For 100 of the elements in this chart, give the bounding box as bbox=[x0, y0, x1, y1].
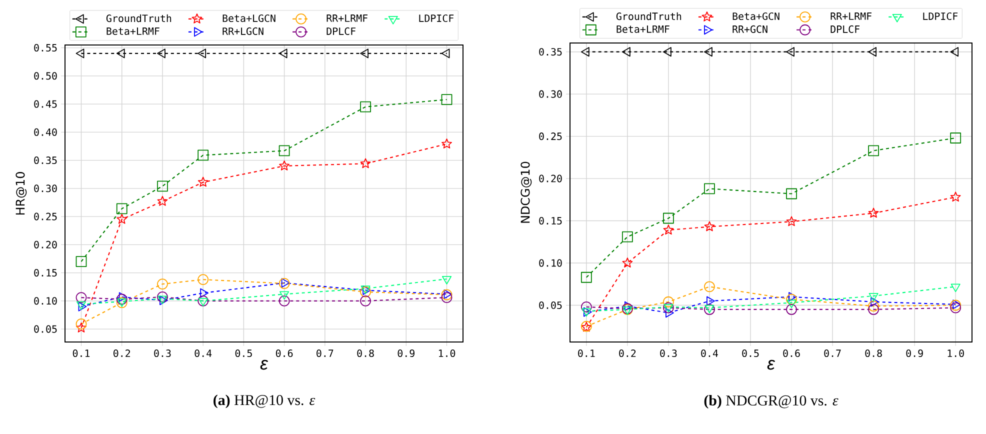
legend-label: Beta+LRMF bbox=[106, 28, 160, 35]
x-tick-label: 0.9 bbox=[398, 349, 414, 358]
point bbox=[441, 94, 452, 105]
point bbox=[76, 322, 86, 332]
point bbox=[580, 272, 592, 283]
point bbox=[868, 47, 876, 57]
y-axis-title: NDCG@10 bbox=[520, 162, 532, 223]
x-tick-label: 0.7 bbox=[824, 349, 841, 358]
point bbox=[704, 47, 712, 57]
point bbox=[786, 300, 796, 308]
y-tick-label: 0.10 bbox=[34, 297, 57, 305]
text: (b) NDCGR@10 vs. ε bbox=[704, 395, 838, 409]
point bbox=[663, 47, 672, 57]
y-tick-label: 0.50 bbox=[34, 72, 57, 80]
point bbox=[868, 293, 878, 302]
x-tick-label: 0.8 bbox=[865, 349, 882, 358]
point bbox=[278, 278, 290, 289]
legend-label: DPLCF bbox=[326, 27, 356, 35]
point bbox=[868, 304, 879, 315]
point bbox=[157, 180, 168, 192]
point bbox=[788, 292, 797, 302]
point bbox=[280, 291, 290, 300]
point bbox=[278, 145, 290, 156]
point bbox=[950, 300, 962, 311]
point bbox=[950, 284, 960, 292]
legend-label: RR+GCN bbox=[732, 25, 768, 33]
point bbox=[786, 216, 797, 226]
point bbox=[441, 292, 452, 303]
y-axis-title: HR@10 bbox=[16, 172, 27, 215]
point bbox=[868, 208, 879, 218]
x-tick-label: 0.2 bbox=[619, 349, 636, 358]
x-tick-label: 0.8 bbox=[357, 349, 374, 358]
point bbox=[200, 288, 209, 298]
point bbox=[198, 295, 209, 306]
y-tick-label: 0.25 bbox=[539, 132, 562, 140]
y-tick-label: 0.40 bbox=[34, 128, 57, 136]
point bbox=[950, 47, 959, 57]
point bbox=[116, 294, 128, 305]
point bbox=[76, 292, 87, 303]
point bbox=[441, 48, 450, 58]
x-tick-label: 0.4 bbox=[701, 349, 718, 358]
legend-label: LDPICF bbox=[419, 14, 454, 22]
y-tick-label: 0.55 bbox=[34, 44, 57, 52]
point bbox=[76, 256, 87, 267]
point bbox=[116, 214, 128, 224]
y-tick-label: 0.30 bbox=[539, 90, 562, 98]
y-tick-label: 0.45 bbox=[34, 100, 57, 108]
point bbox=[622, 258, 633, 268]
point bbox=[281, 278, 290, 288]
point bbox=[950, 132, 962, 144]
y-tick-label: 0.15 bbox=[539, 217, 562, 225]
point bbox=[116, 203, 128, 214]
point bbox=[116, 48, 125, 58]
point bbox=[663, 224, 674, 235]
text: (a) HR@10 vs. ε bbox=[214, 394, 316, 408]
legend-label: Beta+GCN bbox=[732, 12, 780, 20]
y-tick-label: 0.30 bbox=[34, 184, 57, 192]
point bbox=[442, 276, 452, 284]
point bbox=[278, 48, 288, 58]
point bbox=[360, 48, 368, 58]
legend-label: GroundTruth bbox=[106, 14, 172, 22]
legend-label: RR+LRMF bbox=[326, 14, 368, 22]
x-tick-label: 0.7 bbox=[316, 349, 334, 358]
point bbox=[624, 301, 633, 311]
point bbox=[360, 295, 371, 306]
y-tick-label: 0.35 bbox=[539, 48, 562, 56]
legend-label: RR+LGCN bbox=[222, 27, 264, 35]
x-tick-label: 0.6 bbox=[783, 349, 800, 358]
point bbox=[704, 281, 715, 292]
x-tick-label: 1.0 bbox=[438, 349, 456, 358]
point bbox=[198, 48, 206, 58]
point bbox=[198, 176, 208, 187]
x-tick-label: 0.3 bbox=[660, 349, 677, 358]
y-tick-label: 0.20 bbox=[539, 174, 562, 182]
x-tick-label: 0.1 bbox=[578, 349, 595, 358]
x-tick-label: 0.2 bbox=[114, 349, 130, 358]
point bbox=[704, 221, 715, 232]
point bbox=[786, 304, 797, 315]
x-axis-title: ε bbox=[767, 360, 776, 370]
point bbox=[360, 286, 371, 298]
point bbox=[663, 296, 674, 308]
point bbox=[870, 297, 879, 307]
point bbox=[622, 231, 633, 242]
point bbox=[157, 292, 168, 302]
point bbox=[157, 278, 168, 290]
point bbox=[786, 294, 797, 305]
y-tick-label: 0.05 bbox=[34, 325, 57, 333]
point bbox=[580, 47, 590, 57]
point bbox=[278, 295, 290, 306]
point bbox=[157, 48, 166, 58]
point bbox=[157, 196, 168, 206]
x-tick-label: 0.1 bbox=[72, 349, 90, 358]
y-tick-label: 0.05 bbox=[539, 301, 562, 310]
point bbox=[868, 300, 879, 312]
point bbox=[786, 188, 797, 200]
point bbox=[442, 138, 452, 148]
legend-label: Beta+LRMF bbox=[616, 25, 670, 33]
point bbox=[868, 145, 879, 156]
point bbox=[444, 289, 452, 299]
legend-label: RR+LRMF bbox=[830, 12, 872, 20]
